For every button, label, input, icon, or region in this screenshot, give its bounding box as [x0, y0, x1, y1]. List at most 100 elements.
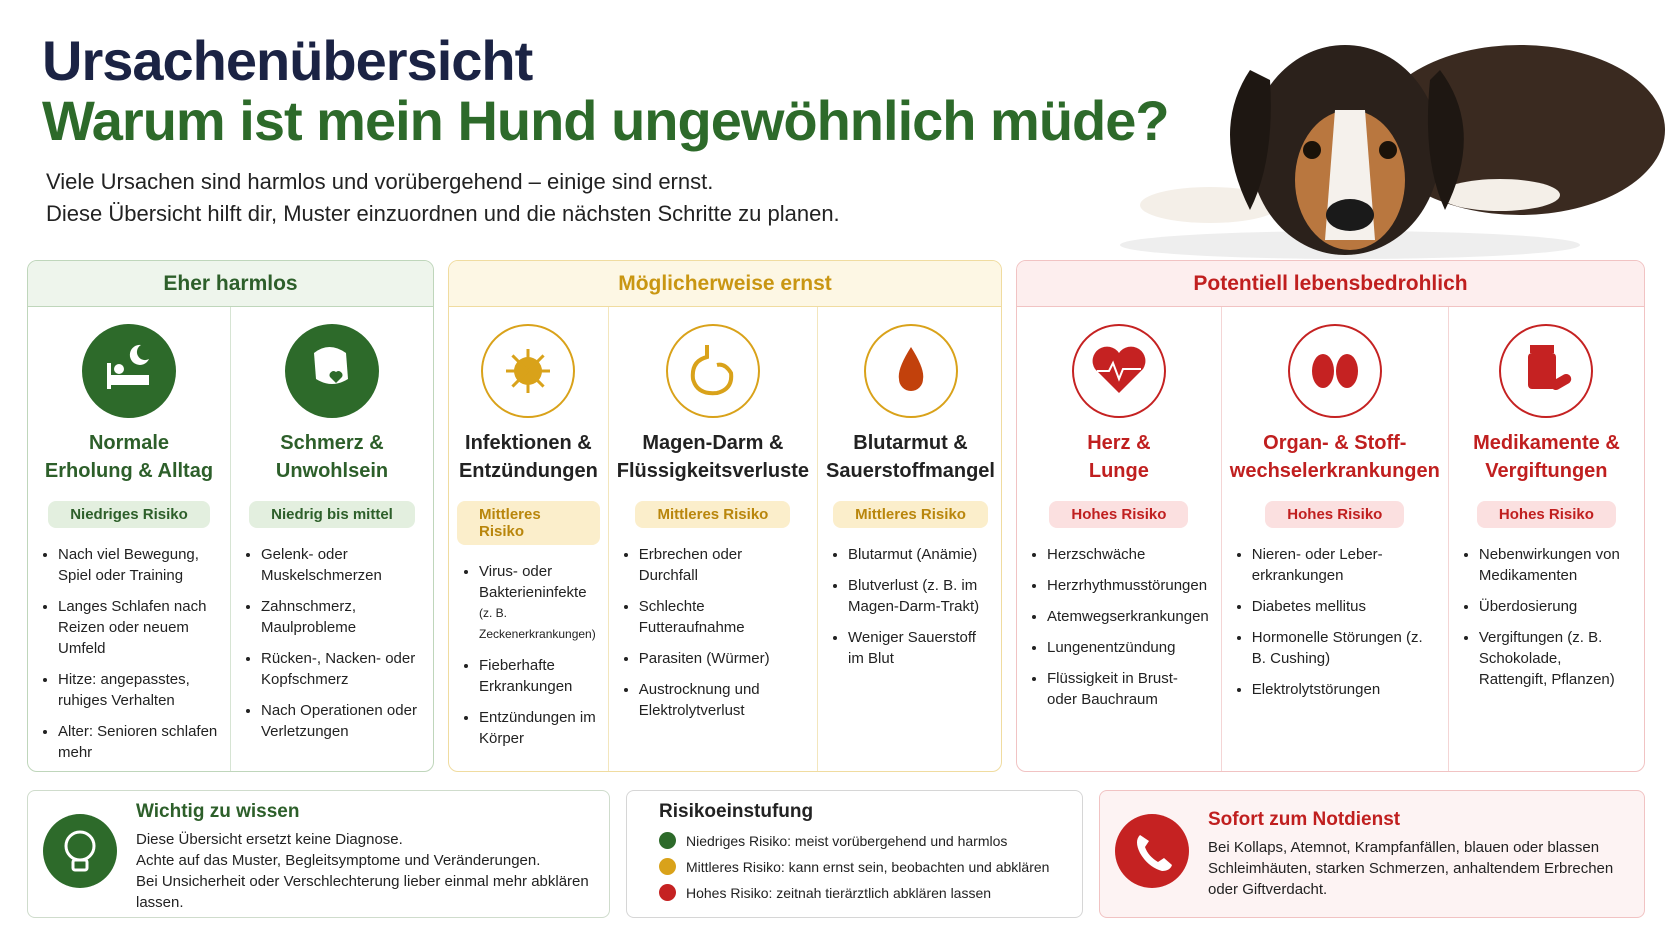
emergency-box: Sofort zum Notdienst Bei Kollaps, Atemnot…	[1099, 790, 1645, 918]
card-icon	[665, 324, 760, 418]
card-icon	[481, 324, 576, 418]
card-title: Magen-Darm & Flüssigkeitsverluste	[617, 429, 809, 485]
card-title: Infektionen & Entzündungen	[459, 429, 598, 485]
cause-item: Diabetes mellitus	[1252, 596, 1436, 617]
card-title-line: Lunge	[1088, 460, 1149, 482]
cause-list: Herzschwäche Herzrhythmusstörungen Atemweg…	[1025, 544, 1213, 720]
card-icon	[1499, 324, 1594, 418]
cause-item: Zahnschmerz, Maulprobleme	[261, 596, 421, 638]
cause-item: Vergiftungen (z. B. Schokolade, Rattengi…	[1479, 627, 1632, 690]
intro-line: Diese Übersicht hilft dir, Muster einzuo…	[46, 201, 840, 226]
risk-badge: Niedrig bis mittel	[249, 501, 415, 528]
cause-item: Atemwegserkrankungen	[1047, 606, 1209, 627]
cause-item: Hormonelle Störungen (z. B. Cushing)	[1252, 627, 1436, 669]
legend-text: Mittleres Risiko: kann ernst sein, beoba…	[686, 858, 1050, 875]
card-title: Normale Erholung & Alltag	[45, 429, 213, 485]
cause-item: Gelenk- oder Muskelschmerzen	[261, 544, 421, 586]
cause-item: Blutarmut (Anämie)	[848, 544, 991, 565]
cause-item: Nach viel Bewegung, Spiel oder Training	[58, 544, 218, 586]
cause-item: Nieren- oder Leber-erkrankungen	[1252, 544, 1436, 586]
risk-badge: Hohes Risiko	[1265, 501, 1405, 528]
cause-list: Nieren- oder Leber-erkrankungen Diabetes …	[1230, 544, 1440, 710]
cause-item: Weniger Sauerstoff im Blut	[848, 627, 991, 669]
card-title-line: Unwohlsein	[275, 460, 389, 482]
cause-item: Nach Operationen oder Verletzungen	[261, 700, 421, 742]
cause-item: Austrocknung und Elektrolytverlust	[639, 679, 805, 721]
risk-badge: Mittleres Risiko	[635, 501, 791, 528]
emergency-line: Bei Kollaps, Atemnot, Krampfanfällen, bl…	[1208, 839, 1614, 898]
cause-item: Virus- oder Bakterieninfekte (z. B. Zecke…	[479, 561, 596, 645]
legend-title: Risikoeinstufung	[659, 801, 814, 822]
risk-badge: Hohes Risiko	[1476, 501, 1616, 528]
groups: Eher harmlos Normale Erholung & Alltag Nied…	[27, 260, 1645, 772]
cause-card: Organ- & Stoff-wechselerkrankungen Hohes …	[1222, 307, 1449, 771]
card-title-line: Sauerstoffmangel	[826, 460, 995, 482]
risk-badge: Hohes Risiko	[1049, 501, 1189, 528]
card-title-line: wechselerkrankungen	[1229, 460, 1440, 482]
cause-list: Nebenwirkungen von Medikamenten Überdosie…	[1457, 544, 1636, 700]
cause-item: Fieberhafte Erkrankungen	[479, 655, 596, 697]
cause-item: Schlechte Futteraufnahme	[639, 596, 805, 638]
info-title: Wichtig zu wissen	[136, 801, 300, 822]
risk-group: Möglicherweise ernst Infektionen & Entzünd…	[448, 260, 1002, 772]
cards: Normale Erholung & Alltag Niedriges Risiko…	[28, 307, 433, 771]
cause-card: Medikamente & Vergiftungen Hohes Risiko Neb…	[1449, 307, 1644, 771]
cause-card: Blutarmut & Sauerstoffmangel Mittleres Ris…	[818, 307, 1001, 771]
cause-item: Nebenwirkungen von Medikamenten	[1479, 544, 1632, 586]
card-icon	[82, 324, 176, 418]
card-title-line: Herz &	[1087, 432, 1151, 454]
card-title: Herz & Lunge	[1087, 429, 1150, 485]
risk-badge: Mittleres Risiko	[457, 501, 600, 545]
legend-text: Niedriges Risiko: meist vorübergehend un…	[686, 832, 1008, 849]
card-title-line: Blutarmut &	[853, 432, 968, 454]
cause-item: Rücken-, Nacken- oder Kopfschmerz	[261, 648, 421, 690]
cause-card: Normale Erholung & Alltag Niedriges Risiko…	[28, 307, 231, 771]
cards: Infektionen & Entzündungen Mittleres Risik…	[449, 307, 1001, 771]
card-icon	[285, 324, 379, 418]
legend-row: Mittleres Risiko: kann ernst sein, beoba…	[659, 858, 1068, 875]
cause-item: Blutverlust (z. B. im Magen-Darm-Trakt)	[848, 575, 991, 617]
card-title-line: Medikamente &	[1473, 432, 1620, 454]
info-line: Diese Übersicht ersetzt keine Diagnose.	[136, 831, 403, 848]
group-title: Möglicherweise ernst	[449, 261, 1001, 307]
card-title-line: Schmerz &	[280, 432, 384, 454]
card-title-line: Infektionen &	[465, 432, 592, 454]
emergency-title: Sofort zum Notdienst	[1208, 809, 1401, 830]
cause-text: Virus- oder Bakterieninfekte	[479, 563, 587, 601]
cause-item: Lungenentzündung	[1047, 637, 1209, 658]
phone-icon	[1115, 814, 1189, 888]
title: Ursachenübersicht	[42, 29, 533, 92]
card-icon	[863, 324, 958, 418]
cause-list: Blutarmut (Anämie) Blutverlust (z. B. im …	[826, 544, 995, 679]
legend-dot	[659, 858, 676, 875]
cause-item: Herzschwäche	[1047, 544, 1209, 565]
cause-item: Flüssigkeit in Brust- oder Bauchraum	[1047, 668, 1209, 710]
legend-box: Risikoeinstufung Niedriges Risiko: meist …	[626, 790, 1083, 918]
cause-item: Hitze: angepasstes, ruhiges Verhalten	[58, 669, 218, 711]
cause-item: Parasiten (Würmer)	[639, 648, 805, 669]
subtitle: Warum ist mein Hund ungewöhnlich müde?	[42, 89, 1170, 152]
cause-item: Herzrhythmusstörungen	[1047, 575, 1209, 596]
card-title-line: Vergiftungen	[1485, 460, 1608, 482]
card-title-line: Organ- & Stoff-	[1263, 432, 1407, 454]
card-title-line: Entzündungen	[458, 460, 598, 482]
card-title-line: Magen-Darm &	[642, 432, 784, 454]
cause-list: Virus- oder Bakterieninfekte (z. B. Zecke…	[457, 561, 600, 759]
card-title-line: Normale	[88, 432, 169, 454]
cause-item: Überdosierung	[1479, 596, 1632, 617]
cause-note: (z. B. Zeckenerkrankungen)	[479, 606, 596, 641]
info-line: Bei Unsicherheit oder Verschlechterung l…	[136, 873, 589, 911]
cause-list: Nach viel Bewegung, Spiel oder Training L…	[36, 544, 222, 771]
cause-item: Erbrechen oder Durchfall	[639, 544, 805, 586]
card-title-line: Flüssigkeitsverluste	[616, 460, 810, 482]
card-title-line: Erholung & Alltag	[44, 460, 214, 482]
cause-card: Herz & Lunge Hohes Risiko Herzschwäche Herzr…	[1017, 307, 1222, 771]
cause-item: Langes Schlafen nach Reizen oder neuem U…	[58, 596, 218, 659]
info-line: Achte auf das Muster, Begleitsymptome un…	[136, 852, 541, 869]
cause-item: Elektrolytstörungen	[1252, 679, 1436, 700]
cause-list: Gelenk- oder Muskelschmerzen Zahnschmerz,…	[239, 544, 425, 752]
risk-badge: Mittleres Risiko	[833, 501, 988, 528]
group-title: Eher harmlos	[28, 261, 433, 307]
legend-dot	[659, 884, 676, 901]
